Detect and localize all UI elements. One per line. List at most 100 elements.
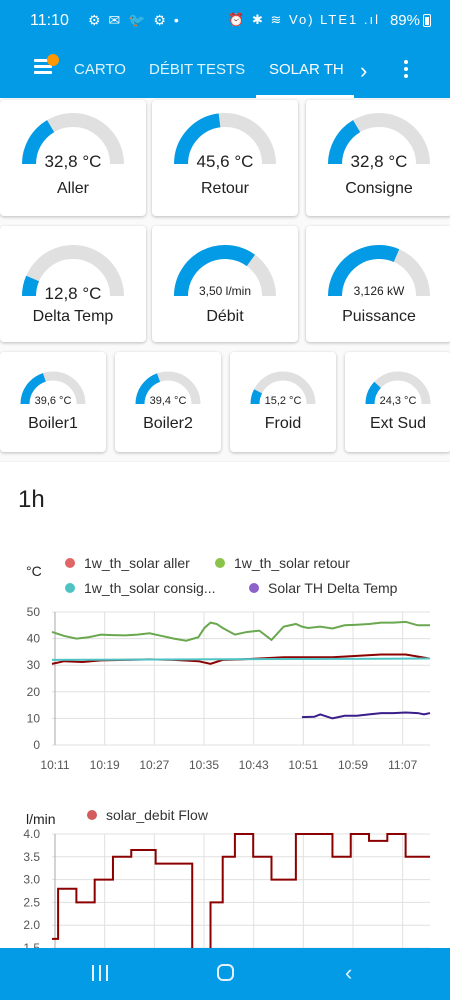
gauge-fill	[365, 381, 382, 405]
gauge-label: Débit	[206, 308, 244, 325]
legend-label: Solar TH Delta Temp	[268, 580, 398, 596]
gauge-value: 24,3 °C	[379, 395, 417, 407]
menu-icon[interactable]	[34, 59, 52, 75]
app-toolbar: CARTO DÉBIT TESTS SOLAR TH ›	[0, 42, 450, 98]
gauge-fill	[174, 113, 221, 165]
chart-content: °C 1w_th_solar aller 1w_th_solar retour 1w_…	[26, 555, 431, 772]
gauge-card-froid[interactable]: 15,2 °C Froid	[230, 352, 336, 452]
tab-debit-tests[interactable]: DÉBIT TESTS	[149, 61, 246, 78]
notification-badge	[47, 54, 59, 66]
gauge-track	[22, 245, 124, 297]
x-tick-label: 10:35	[189, 758, 219, 772]
x-tick-label: 10:59	[338, 758, 368, 772]
legend-label: 1w_th_solar consig...	[84, 580, 216, 596]
home-icon[interactable]	[217, 964, 234, 981]
gauge-fill	[250, 389, 263, 405]
system-icons: ⏰ ✱ ≋ Vo) LTE1 .ıl	[228, 12, 380, 27]
gauge-label: Puissance	[342, 308, 416, 325]
y-tick-label: 0	[33, 738, 40, 752]
legend-dot	[87, 810, 97, 820]
y-tick-label: 2.0	[23, 918, 40, 932]
x-tick-label: 10:19	[90, 758, 120, 772]
gauge-label: Consigne	[345, 180, 413, 197]
gauge-value: 3,50 l/min	[198, 284, 252, 298]
battery-level: 89%	[389, 12, 420, 29]
gauge-label: Boiler1	[28, 415, 78, 432]
gauge-label: Retour	[200, 180, 250, 197]
gauge-value: 39,6 °C	[34, 395, 72, 407]
history-graph-card: 1h °C 1w_th_solar aller 1w_th_solar retour…	[0, 462, 450, 952]
tab-solar-th[interactable]: SOLAR TH	[269, 61, 344, 78]
x-tick-label: 11:07	[388, 758, 417, 772]
gauge-value: 3,126 kW	[353, 284, 405, 298]
series-line	[301, 711, 431, 720]
status-time: 11:10	[30, 12, 69, 29]
y-tick-label: 3.0	[23, 873, 40, 887]
legend-dot	[65, 558, 75, 568]
battery-icon	[423, 14, 431, 27]
x-tick-label: 10:11	[40, 758, 69, 772]
y-tick-label: 2.5	[23, 895, 40, 909]
gauge-label: Aller	[56, 180, 89, 197]
gauge-label: Froid	[264, 415, 302, 432]
y-tick-label: 10	[27, 711, 41, 725]
tab-carto[interactable]: CARTO	[74, 61, 126, 78]
gauge-card-boiler2[interactable]: 39,4 °C Boiler2	[115, 352, 221, 452]
gauge-arc	[20, 371, 86, 405]
gauge-card-aller[interactable]: 32,8 °C Aller	[0, 100, 146, 216]
y-tick-label: 30	[27, 658, 41, 672]
gauge-fill	[135, 373, 161, 405]
graph-title: 1h	[18, 486, 45, 513]
chart-content: l/min solar_debit Flow 1.5 2.0 2.5 3.0 3.5 4.0	[23, 807, 430, 952]
back-icon[interactable]: ‹	[345, 960, 353, 985]
active-tab-indicator	[256, 95, 354, 98]
gauge-arc	[365, 371, 431, 405]
x-tick-label: 10:43	[239, 758, 269, 772]
legend-dot	[65, 583, 75, 593]
gauge-arc	[22, 113, 124, 165]
gauge-arc	[135, 371, 201, 405]
gauge-card-d-bit[interactable]: 3,50 l/min Débit	[152, 226, 298, 342]
series-line	[52, 833, 430, 952]
y-tick-label: 40	[27, 632, 41, 646]
gauge-card-boiler1[interactable]: 39,6 °C Boiler1	[0, 352, 106, 452]
gauge-value: 39,4 °C	[149, 395, 187, 407]
gauge-label: Ext Sud	[369, 415, 427, 432]
chevron-right-icon[interactable]: ›	[360, 58, 368, 83]
system-nav-bar: ‹	[0, 948, 450, 1000]
temperature-chart: °C 1w_th_solar aller 1w_th_solar retour 1w_…	[26, 555, 431, 772]
gauge-arc	[328, 245, 430, 297]
legend-dot	[249, 583, 259, 593]
gauge-fill	[174, 245, 255, 297]
gauge-label: Delta Temp	[32, 308, 114, 325]
y-axis-label: l/min	[26, 811, 56, 827]
gauge-card-retour[interactable]: 45,6 °C Retour	[152, 100, 298, 216]
gauge-value: 12,8 °C	[44, 284, 102, 303]
y-tick-label: 3.5	[23, 850, 40, 864]
gauge-label: Boiler2	[143, 415, 193, 432]
y-axis-label: °C	[26, 563, 42, 579]
gauge-value: 45,6 °C	[196, 152, 254, 171]
more-options-icon[interactable]	[404, 60, 408, 81]
gauge-fill	[20, 373, 47, 405]
gauge-card-delta-temp[interactable]: 12,8 °C Delta Temp	[0, 226, 146, 342]
y-tick-label: 4.0	[23, 827, 40, 841]
legend-label: 1w_th_solar aller	[84, 555, 190, 571]
y-tick-label: 50	[27, 605, 41, 619]
gauge-fill	[328, 120, 361, 165]
x-tick-label: 10:27	[139, 758, 169, 772]
recent-apps-icon[interactable]	[92, 965, 108, 981]
gauge-arc	[174, 113, 276, 165]
gauge-fill	[22, 120, 55, 165]
series-line	[51, 657, 431, 661]
gauge-arc	[22, 245, 124, 297]
gauge-card-ext-sud[interactable]: 24,3 °C Ext Sud	[345, 352, 450, 452]
gauge-arc	[174, 245, 276, 297]
gauge-value: 32,8 °C	[350, 152, 408, 171]
gauge-arc	[328, 113, 430, 165]
gauge-arc	[250, 371, 316, 405]
gauge-card-puissance[interactable]: 3,126 kW Puissance	[306, 226, 450, 342]
gauge-card-consigne[interactable]: 32,8 °C Consigne	[306, 100, 450, 216]
x-tick-label: 10:51	[288, 758, 318, 772]
notification-icons: ⚙ ✉ 🐦 ⚙ •	[88, 12, 181, 28]
